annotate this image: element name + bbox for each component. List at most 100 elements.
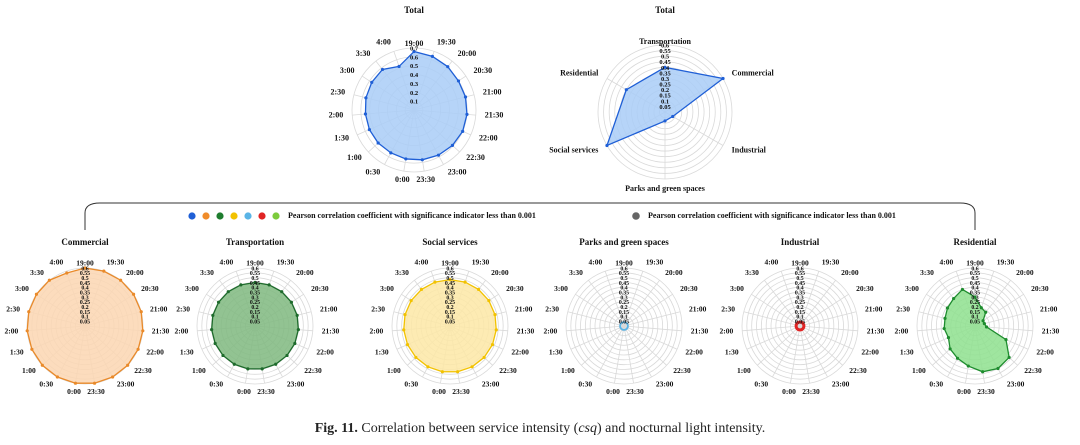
- grid-spoke: [799, 325, 810, 384]
- tick-label: 0.3: [446, 295, 453, 301]
- tick-label: 0.45: [619, 281, 629, 287]
- category-label: 2:00: [543, 326, 557, 335]
- grid-spoke: [623, 279, 660, 327]
- tick-label: 0.05: [80, 319, 90, 325]
- radar-chart-total-type: 0.050.10.150.20.250.30.350.40.450.50.550…: [549, 5, 774, 193]
- category-label: 2:00: [894, 326, 908, 335]
- category-label: 22:00: [861, 348, 879, 357]
- category-label: 3:30: [200, 268, 214, 277]
- grid-spoke: [772, 325, 801, 378]
- legend-text-right: Pearson correlation coefficient with sig…: [648, 211, 896, 220]
- tick-label: 0.2: [796, 305, 803, 311]
- category-label: 3:00: [15, 284, 29, 293]
- data-point: [380, 67, 385, 72]
- data-point: [397, 64, 401, 69]
- chart-title: Commercial: [61, 237, 109, 247]
- grid-spoke: [566, 325, 625, 332]
- category-label: 23:30: [626, 387, 644, 396]
- category-label: 22:30: [134, 366, 152, 375]
- category-label: 21:00: [150, 304, 168, 313]
- tick-label: 0.6: [620, 266, 627, 272]
- category-label: 2:30: [331, 87, 346, 96]
- category-label: 20:30: [506, 284, 524, 293]
- category-label: 21:00: [515, 304, 533, 313]
- data-point: [211, 313, 215, 317]
- data-point: [952, 296, 956, 301]
- data-point: [487, 299, 491, 303]
- category-label: 0:00: [782, 387, 796, 396]
- category-label: 3:30: [920, 268, 934, 277]
- caption-text-2: ) and nocturnal light intensity.: [597, 421, 766, 436]
- data-point: [363, 112, 368, 116]
- category-label: 1:00: [387, 366, 401, 375]
- data-point: [984, 310, 988, 314]
- category-label: 0:30: [404, 380, 418, 389]
- legend-dot: [244, 212, 252, 220]
- category-label: 1:00: [561, 366, 575, 375]
- tick-label: 0.25: [619, 300, 629, 306]
- category-label: 19:00: [791, 259, 809, 268]
- tick-label: 0.35: [970, 290, 980, 296]
- data-point: [663, 65, 667, 69]
- tick-label: 0.45: [659, 59, 671, 66]
- category-label: 19:00: [966, 259, 984, 268]
- grid-spoke: [623, 325, 678, 350]
- data-point: [367, 127, 371, 132]
- data-point: [456, 370, 460, 374]
- data-point: [55, 375, 59, 379]
- chart-title: Transportation: [226, 237, 284, 247]
- tick-label: 0.35: [795, 290, 805, 296]
- category-label: 3:00: [185, 284, 199, 293]
- category-label: 23:00: [448, 167, 467, 176]
- tick-label: 0.2: [81, 305, 88, 311]
- legend-dot: [230, 212, 238, 220]
- series-area: [364, 50, 468, 161]
- chart-title: Residential: [953, 237, 997, 247]
- data-point: [73, 381, 78, 385]
- data-point: [370, 80, 374, 84]
- data-point: [420, 158, 424, 162]
- tick-label: 0.55: [795, 271, 805, 277]
- category-label: 1:30: [10, 348, 24, 357]
- radar-chart-residential: 0.050.10.150.20.250.30.350.40.450.50.550…: [894, 237, 1059, 396]
- category-label: 3:30: [569, 268, 583, 277]
- tick-label: 0.55: [619, 271, 629, 277]
- tick-label: 0.25: [250, 300, 260, 306]
- data-point: [446, 65, 450, 69]
- category-label: Residential: [560, 68, 599, 77]
- data-point: [92, 381, 97, 385]
- tick-label: 0.45: [795, 281, 805, 287]
- data-point: [470, 365, 474, 369]
- category-label: 20:30: [680, 284, 698, 293]
- data-point: [403, 313, 407, 317]
- grid-spoke: [614, 325, 625, 384]
- data-point: [216, 300, 221, 304]
- category-label: 23:30: [87, 387, 105, 396]
- tick-label: 0.3: [620, 295, 627, 301]
- data-point: [260, 367, 264, 371]
- tick-label: 0.2: [620, 305, 627, 311]
- category-label: 1:30: [900, 348, 914, 357]
- category-label: 3:30: [745, 268, 759, 277]
- grid-spoke: [570, 325, 625, 350]
- tick-label: 0.4: [661, 65, 670, 72]
- data-point: [221, 353, 225, 358]
- category-label: 22:30: [1024, 366, 1042, 375]
- tick-label: 0.4: [446, 286, 453, 292]
- data-point: [246, 367, 250, 371]
- category-label: 0:30: [366, 167, 381, 176]
- grid-spoke: [623, 325, 634, 384]
- data-point: [1004, 337, 1008, 342]
- legend: Pearson correlation coefficient with sig…: [188, 211, 896, 220]
- category-label: 1:00: [912, 366, 926, 375]
- category-label: 23:30: [416, 175, 435, 184]
- tick-label: 0.7: [410, 45, 419, 52]
- tick-label: 0.15: [445, 310, 455, 316]
- data-point: [409, 299, 413, 303]
- grid-spoke: [623, 325, 667, 366]
- data-point: [289, 300, 294, 304]
- data-point: [605, 143, 609, 148]
- tick-label: 0.45: [445, 281, 455, 287]
- grid-spoke: [780, 271, 801, 327]
